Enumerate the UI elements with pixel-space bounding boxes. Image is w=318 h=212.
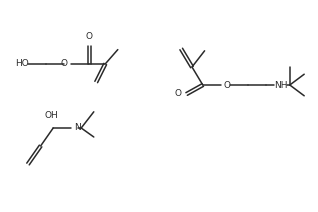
Text: HO: HO [15, 60, 29, 68]
Text: NH: NH [274, 81, 287, 89]
Text: O: O [224, 81, 231, 89]
Text: N: N [74, 124, 81, 132]
Text: O: O [60, 60, 67, 68]
Text: O: O [86, 32, 93, 41]
Text: OH: OH [44, 111, 58, 120]
Text: O: O [175, 89, 182, 99]
